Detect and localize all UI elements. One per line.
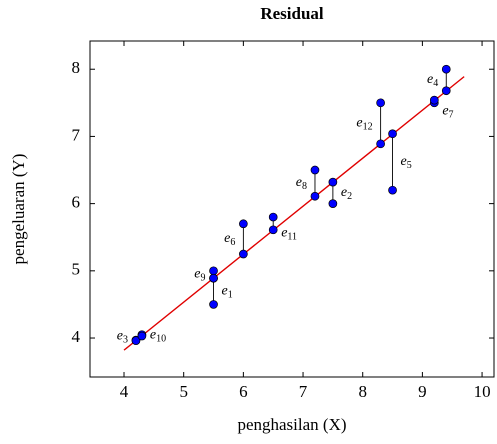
- chart-title: Residual: [260, 4, 324, 23]
- y-tick-label: 5: [72, 260, 81, 279]
- residual-label: e6: [224, 231, 235, 248]
- residual-subscript: 8: [302, 181, 307, 192]
- residual-label: e7: [442, 104, 453, 121]
- residual-label: e10: [150, 328, 166, 345]
- observed-point: [328, 199, 338, 208]
- fitted-point: [441, 86, 451, 96]
- residual-letter: e: [296, 175, 302, 190]
- fitted-point: [310, 191, 320, 201]
- x-tick-label: 5: [179, 382, 188, 401]
- fitted-point: [131, 336, 141, 346]
- observed-point: [388, 185, 397, 195]
- fitted-point: [328, 177, 338, 187]
- residual-label: e11: [281, 226, 297, 243]
- y-tick-label: 4: [72, 327, 81, 346]
- residual-subscript: 3: [123, 335, 128, 346]
- fitted-point: [137, 331, 147, 341]
- residual-subscript: 1: [228, 290, 233, 301]
- residual-subscript: 12: [363, 122, 373, 133]
- residual-subscript: 2: [347, 191, 352, 202]
- fitted-point: [429, 95, 439, 105]
- observed-point: [209, 300, 218, 309]
- fitted-point: [268, 225, 278, 235]
- residual-letter: e: [356, 116, 362, 131]
- fitted-point: [239, 249, 248, 259]
- residual-label: e8: [296, 175, 307, 192]
- residual-letter: e: [281, 226, 287, 241]
- residual-subscript: 4: [433, 78, 438, 89]
- residual-label: e1: [222, 284, 233, 301]
- residual-subscript: 10: [156, 334, 166, 345]
- x-tick-label: 4: [120, 382, 129, 401]
- residual-letter: e: [401, 154, 407, 169]
- x-tick-label: 9: [418, 382, 427, 401]
- observed-point: [441, 64, 451, 74]
- observed-point: [239, 219, 248, 229]
- observed-point: [376, 98, 385, 108]
- observed-point: [268, 212, 278, 222]
- x-tick-label: 7: [299, 382, 308, 401]
- residual-letter: e: [194, 267, 200, 282]
- residual-letter: e: [222, 284, 228, 299]
- residual-label: e4: [427, 72, 438, 89]
- residual-subscript: 6: [230, 237, 235, 248]
- x-tick-label: 6: [239, 382, 248, 401]
- residual-letter: e: [150, 328, 156, 343]
- residual-letter: e: [341, 185, 347, 200]
- y-tick-label: 8: [72, 58, 81, 77]
- observed-point: [209, 266, 218, 276]
- residual-subscript: 11: [287, 232, 297, 243]
- regression-line: [123, 76, 465, 351]
- residual-label: e3: [117, 329, 128, 346]
- fitted-point: [388, 129, 397, 139]
- y-tick-label: 7: [72, 125, 81, 144]
- x-axis-label: penghasilan (X): [237, 415, 346, 434]
- plot-frame: [89, 40, 495, 378]
- residual-letter: e: [224, 231, 230, 246]
- y-axis-label: pengeluaran (Y): [9, 154, 28, 265]
- observed-point: [310, 165, 320, 175]
- residual-label: e2: [341, 185, 352, 202]
- y-tick-label: 6: [72, 193, 81, 212]
- residual-letter: e: [117, 329, 123, 344]
- residual-letter: e: [442, 104, 448, 119]
- residual-subscript: 5: [407, 160, 412, 171]
- residual-label: e5: [401, 154, 412, 171]
- residual-subscript: 9: [201, 273, 206, 284]
- x-tick-label: 8: [358, 382, 367, 401]
- residual-subscript: 7: [449, 110, 454, 121]
- residual-label: e9: [194, 267, 205, 284]
- fitted-point: [209, 273, 218, 283]
- x-tick-label: 10: [474, 382, 491, 401]
- residual-label: e12: [356, 116, 372, 133]
- fitted-point: [376, 139, 385, 149]
- residual-letter: e: [427, 72, 433, 87]
